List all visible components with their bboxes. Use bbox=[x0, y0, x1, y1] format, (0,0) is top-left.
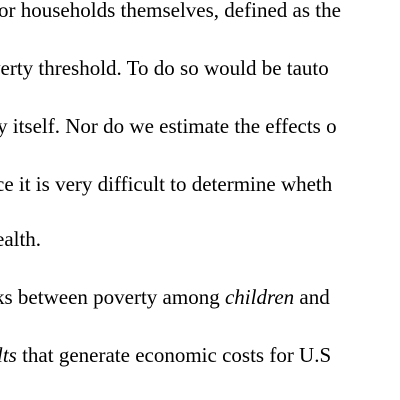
text-line-3: y itself. Nor do we estimate the effects… bbox=[0, 114, 337, 138]
text-run: and bbox=[294, 285, 330, 309]
text-run: that generate economic costs for U.S bbox=[16, 343, 332, 367]
text-line-2: verty threshold. To do so would be tauto bbox=[0, 56, 329, 80]
text-line-7: lts that generate economic costs for U.S bbox=[0, 343, 331, 367]
text-line-5: ealth. bbox=[0, 227, 42, 251]
text-line-4: ce it is very difficult to determine whe… bbox=[0, 172, 333, 196]
text-line-6: ks between poverty among children and bbox=[0, 285, 330, 309]
italic-emphasis: lts bbox=[0, 343, 17, 367]
italic-emphasis: children bbox=[224, 285, 295, 309]
text-line-1: or households themselves, defined as the bbox=[0, 0, 341, 22]
text-run: ks between poverty among bbox=[0, 285, 225, 309]
